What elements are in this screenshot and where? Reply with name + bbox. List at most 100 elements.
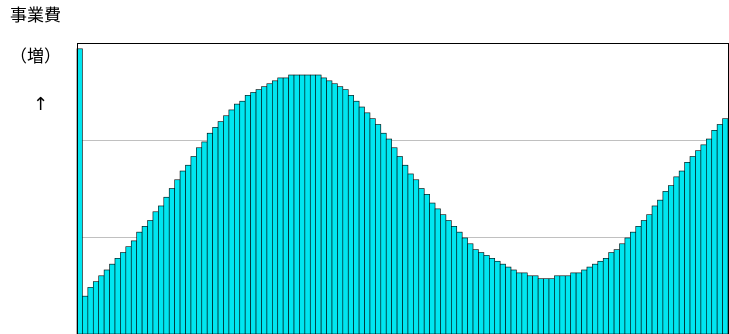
chart-title: 事業費 bbox=[10, 6, 61, 26]
bar-109 bbox=[662, 191, 669, 334]
bar-16 bbox=[158, 205, 165, 334]
bar-54 bbox=[364, 112, 371, 334]
bar-103 bbox=[630, 231, 637, 334]
bar-82 bbox=[516, 272, 523, 334]
bar-10 bbox=[125, 246, 132, 334]
bar-46 bbox=[320, 77, 327, 334]
bar-37 bbox=[271, 80, 279, 334]
bar-42 bbox=[299, 74, 306, 334]
bar-87 bbox=[543, 278, 550, 334]
bar-9 bbox=[120, 252, 127, 334]
bar-77 bbox=[488, 258, 496, 334]
bar-88 bbox=[548, 278, 555, 334]
bar-50 bbox=[342, 89, 349, 334]
bar-113 bbox=[684, 162, 691, 334]
bar-116 bbox=[700, 144, 707, 334]
bar-65 bbox=[423, 194, 430, 334]
bar-120 bbox=[722, 118, 729, 334]
bar-93 bbox=[575, 272, 582, 334]
bar-4 bbox=[92, 281, 99, 334]
bar-63 bbox=[413, 179, 420, 334]
bar-94 bbox=[581, 269, 588, 334]
bar-84 bbox=[526, 275, 533, 334]
bar-89 bbox=[554, 275, 561, 334]
bar-91 bbox=[564, 275, 571, 334]
bar-72 bbox=[461, 237, 468, 334]
bar-18 bbox=[168, 188, 175, 334]
bar-106 bbox=[646, 214, 653, 334]
bar-85 bbox=[532, 275, 539, 334]
bar-35 bbox=[261, 86, 268, 334]
bar-38 bbox=[277, 77, 284, 334]
bar-90 bbox=[559, 275, 566, 334]
bar-107 bbox=[651, 205, 658, 334]
bar-34 bbox=[255, 89, 262, 334]
bar-57 bbox=[380, 132, 387, 334]
bar-61 bbox=[402, 164, 409, 334]
bar-100 bbox=[613, 249, 620, 334]
bar-12 bbox=[136, 231, 143, 334]
bar-80 bbox=[505, 266, 512, 334]
bar-58 bbox=[385, 138, 392, 334]
bar-99 bbox=[608, 252, 615, 334]
up-arrow-icon: ↑ bbox=[33, 94, 49, 115]
bar-96 bbox=[592, 263, 599, 334]
bar-78 bbox=[494, 260, 501, 334]
bar-31 bbox=[239, 100, 246, 334]
bar-52 bbox=[353, 100, 360, 334]
bar-56 bbox=[375, 124, 382, 334]
bar-8 bbox=[114, 258, 121, 334]
bar-114 bbox=[689, 156, 696, 334]
bar-92 bbox=[570, 272, 577, 334]
bar-45 bbox=[315, 74, 322, 334]
bar-40 bbox=[288, 74, 295, 334]
bar-7 bbox=[109, 263, 116, 334]
bar-64 bbox=[418, 188, 425, 334]
bar-76 bbox=[483, 255, 490, 334]
bar-21 bbox=[185, 164, 192, 334]
bar-115 bbox=[695, 150, 702, 334]
bar-15 bbox=[152, 211, 159, 334]
bar-81 bbox=[510, 269, 517, 334]
bar-73 bbox=[467, 243, 474, 334]
bar-5 bbox=[98, 275, 105, 334]
bar-117 bbox=[705, 138, 713, 334]
bar-27 bbox=[217, 121, 224, 334]
bar-49 bbox=[337, 86, 344, 334]
bar-32 bbox=[244, 95, 251, 334]
bar-62 bbox=[407, 173, 414, 334]
bar-2 bbox=[82, 295, 89, 334]
bar-105 bbox=[640, 220, 647, 334]
bar-70 bbox=[451, 226, 458, 334]
bar-47 bbox=[326, 80, 333, 334]
bar-97 bbox=[597, 260, 604, 334]
bar-19 bbox=[174, 179, 181, 334]
bar-95 bbox=[586, 266, 593, 334]
bar-53 bbox=[358, 106, 365, 334]
bar-118 bbox=[711, 130, 718, 334]
bar-44 bbox=[309, 74, 316, 334]
bar-102 bbox=[624, 237, 631, 334]
bar-23 bbox=[196, 147, 203, 334]
bar-110 bbox=[668, 185, 675, 334]
bar-3 bbox=[87, 287, 94, 334]
bar-66 bbox=[429, 202, 436, 334]
bar-39 bbox=[282, 77, 289, 334]
bar-111 bbox=[673, 176, 680, 334]
bar-83 bbox=[521, 272, 528, 334]
bar-48 bbox=[331, 83, 338, 334]
bar-22 bbox=[190, 156, 197, 334]
bar-71 bbox=[456, 231, 463, 334]
bar-69 bbox=[445, 220, 452, 334]
bar-17 bbox=[163, 196, 170, 334]
bar-14 bbox=[147, 220, 154, 334]
bar-33 bbox=[250, 92, 257, 334]
bar-20 bbox=[179, 170, 186, 334]
bar-55 bbox=[369, 118, 376, 334]
bar-75 bbox=[478, 252, 485, 334]
bar-108 bbox=[657, 199, 664, 334]
bar-43 bbox=[304, 74, 311, 334]
bar-67 bbox=[434, 208, 441, 334]
bar-26 bbox=[212, 127, 219, 334]
